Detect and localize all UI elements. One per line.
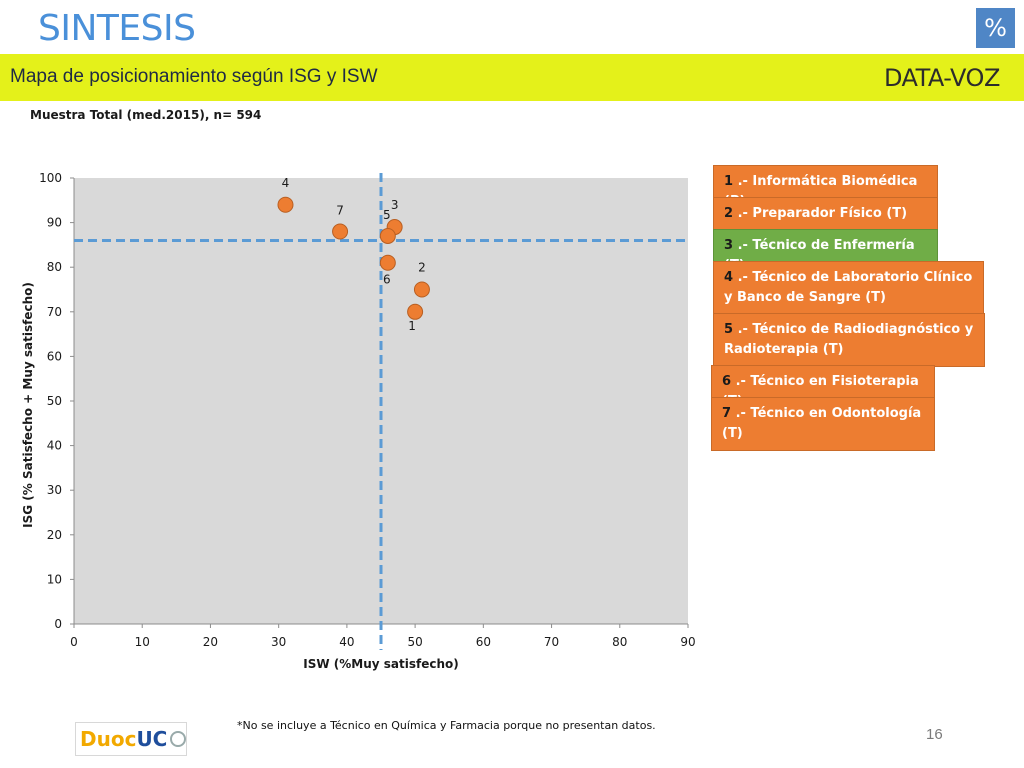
scatter-chart: 0 10 20 30 40 50 60 70 80 90 100 0 10 20 30 40 50 60 70 80 9… — [21, 171, 696, 671]
subtitle-banner: Mapa de posicionamiento según ISG y ISW … — [0, 54, 1024, 101]
y-tick-label: 100 — [39, 171, 62, 185]
x-axis-title: ISW (%Muy satisfecho) — [303, 657, 459, 671]
data-label-3: 3 — [391, 198, 399, 212]
legend-item-5: 5 .- Técnico de Radiodiagnóstico y Radio… — [713, 313, 985, 367]
x-tick-label: 70 — [544, 635, 559, 649]
x-tick-label: 20 — [203, 635, 218, 649]
y-tick-label: 90 — [47, 216, 62, 230]
page-number: 16 — [926, 726, 943, 743]
x-tick-label: 30 — [271, 635, 286, 649]
sample-label: Muestra Total (med.2015), n= 594 — [30, 108, 262, 122]
data-point-2 — [413, 281, 430, 298]
y-tick-label: 0 — [54, 617, 62, 631]
data-point-5 — [379, 227, 396, 244]
percent-badge: % — [976, 8, 1015, 48]
footnote: *No se incluye a Técnico en Química y Fa… — [237, 719, 656, 732]
legend-item-7: 7 .- Técnico en Odontología (T) — [711, 397, 935, 451]
y-tick-label: 20 — [47, 528, 62, 542]
data-label-6: 6 — [383, 273, 391, 287]
legend-item-2: 2 .- Preparador Físico (T) — [713, 197, 938, 231]
x-tick-label: 80 — [612, 635, 627, 649]
x-tick-label: 10 — [135, 635, 150, 649]
y-tick-label: 60 — [47, 349, 62, 363]
y-tick-label: 30 — [47, 483, 62, 497]
data-label-2: 2 — [418, 261, 426, 275]
data-point-7 — [332, 223, 349, 240]
banner-title: Mapa de posicionamiento según ISG y ISW — [10, 66, 378, 87]
data-label-1: 1 — [408, 319, 416, 333]
datavoz-logo: DATA-VOZ — [884, 64, 1000, 92]
x-tick-label: 90 — [680, 635, 695, 649]
seal-icon — [170, 731, 186, 747]
x-tick-label: 40 — [339, 635, 354, 649]
data-label-7: 7 — [336, 204, 344, 218]
data-label-5: 5 — [383, 208, 391, 222]
y-tick-label: 10 — [47, 572, 62, 586]
y-tick-label: 40 — [47, 439, 62, 453]
y-tick-label: 50 — [47, 394, 62, 408]
data-point-4 — [277, 196, 294, 213]
y-axis-title: ISG (% Satisfecho + Muy satisfecho) — [21, 282, 35, 528]
x-tick-label: 0 — [70, 635, 78, 649]
y-tick-label: 80 — [47, 260, 62, 274]
x-tick-label: 50 — [407, 635, 422, 649]
data-point-6 — [379, 254, 396, 271]
legend-item-4: 4 .- Técnico de Laboratorio Clínico y Ba… — [713, 261, 984, 315]
x-tick-label: 60 — [476, 635, 491, 649]
data-point-1 — [407, 303, 424, 320]
page-title: SINTESIS — [38, 8, 196, 49]
duoc-uc-logo: Duoc UC — [75, 722, 187, 756]
y-tick-label: 70 — [47, 305, 62, 319]
data-label-4: 4 — [282, 176, 290, 190]
